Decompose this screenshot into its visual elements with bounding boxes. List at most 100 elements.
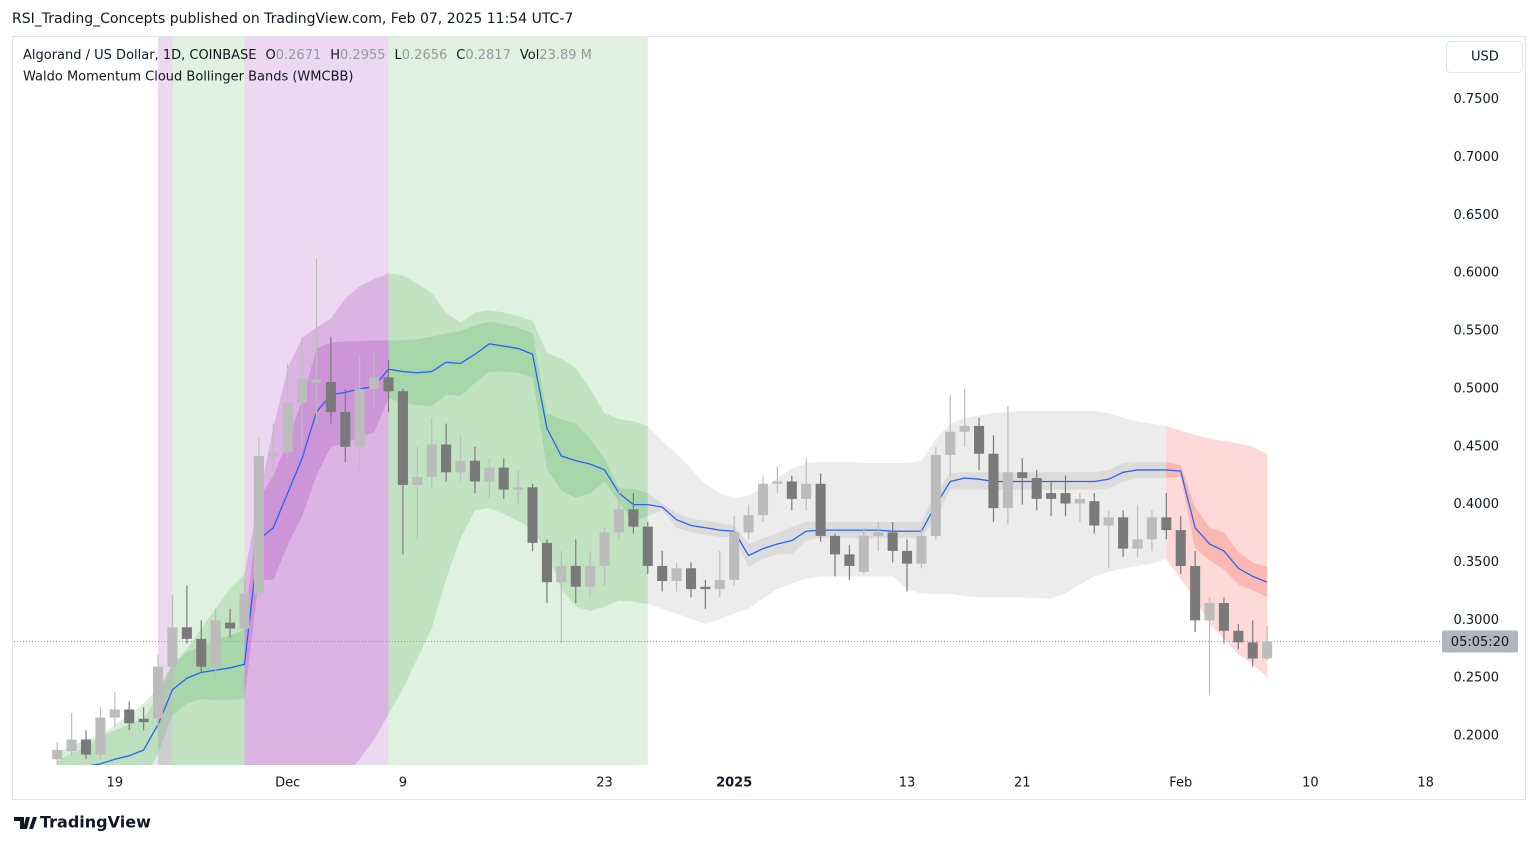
candle-body [556,565,567,583]
candle-body [325,381,336,413]
outer-cloud [57,574,245,765]
legend-label: H [330,48,340,63]
candle-body [124,709,135,724]
candle-body [282,402,293,453]
candle-body [239,593,250,629]
axes: 0.2000 0.2500 0.3000 0.3500 0.4000 0.4500 0.50… [107,92,1518,791]
inner-cloud [244,340,389,700]
x-tick-label: 21 [1014,776,1031,791]
candle-body [167,627,178,667]
y-tick-label: 0.2500 [1454,671,1500,686]
regime-background [172,37,245,765]
currency[interactable]: USD [1471,50,1499,65]
candle-body [858,535,869,572]
candle-body [844,554,855,566]
x-tick-label: 10 [1302,776,1319,791]
candle-body [1161,517,1172,531]
countdown: 05:05:20 [1451,635,1509,650]
legend-label: L [395,48,403,63]
currency-button[interactable] [1446,41,1523,73]
candle-body [599,532,610,566]
candle-body [311,379,322,384]
candle-body [657,565,668,582]
candle-body [80,739,92,755]
candle-body [757,483,769,516]
candle-body [268,452,279,457]
candle-body [585,565,596,587]
candle-body [1204,603,1215,621]
candle-body [959,425,970,432]
y-tick-label: 0.4000 [1454,497,1500,512]
countdown-box [1442,630,1518,653]
candle-body [1074,498,1085,504]
outer-cloud [647,410,1167,624]
candle-body [772,481,783,484]
candle-body [1089,501,1100,526]
candle-body [181,627,192,639]
regime-background [158,37,173,765]
candle-body [397,391,408,485]
x-tick-label: 9 [399,776,407,791]
candle-body [1146,517,1157,540]
y-tick-label: 0.7000 [1454,150,1500,165]
legend-label: Vol [520,48,539,63]
candle-body [1017,472,1028,479]
candle-body [801,483,812,499]
chart-frame [12,36,1526,800]
legend-value: 0.2955 [340,48,386,63]
candle-body [1262,641,1273,659]
plot-area [14,37,1440,765]
candle-body [210,620,221,667]
y-tick-label: 0.6500 [1454,208,1500,223]
candle-body [1247,642,1258,659]
candle-body [974,425,985,454]
candle-body [196,638,207,667]
candle-body [498,467,509,490]
brand-logo [14,817,37,829]
candle-body [700,586,711,590]
candle-body [253,456,264,594]
y-tick-label: 0.2000 [1454,729,1500,744]
candle-body [527,487,538,543]
candle-body [570,565,581,587]
legend-value: 0.2671 [276,48,322,63]
candle-body [1002,472,1013,509]
candle-body [873,532,884,536]
candle-body [354,388,365,447]
candle-body [1031,478,1042,499]
candle-body [743,515,754,533]
inner-cloud [1166,461,1268,598]
candle-body [930,454,941,536]
candle-body [95,717,106,755]
outer-cloud [244,273,389,765]
legend-label: O [266,48,276,63]
regime-background [388,37,648,765]
y-tick-label: 0.3500 [1454,555,1500,570]
candle-body [225,622,236,629]
candle-body [628,509,639,527]
candle-body [671,568,682,582]
candle-body [513,487,524,490]
brand: TradingView [40,813,151,832]
indicator-name: Waldo Momentum Cloud Bollinger Bands (WM… [23,70,354,85]
candle-body [1175,530,1186,566]
legend-label: C [456,48,465,63]
candle-body [369,377,380,389]
x-tick-label: 13 [899,776,916,791]
candle-body [613,509,625,533]
candle-body [109,709,120,718]
y-tick-label: 0.5500 [1454,324,1500,339]
candle-body [412,476,423,485]
x-tick-label: 18 [1417,776,1434,791]
legend-value: 0.2817 [465,48,511,63]
outer-cloud [1166,425,1268,678]
candle-body [152,666,164,719]
candle-body [829,535,841,555]
candle-body [297,378,308,403]
x-tick-label: 19 [107,776,124,791]
candle-body [729,532,740,580]
candle-body [1132,539,1143,549]
y-tick-label: 0.4500 [1454,439,1500,454]
candle-body [52,749,63,760]
legend-value: 0.2656 [402,48,448,63]
